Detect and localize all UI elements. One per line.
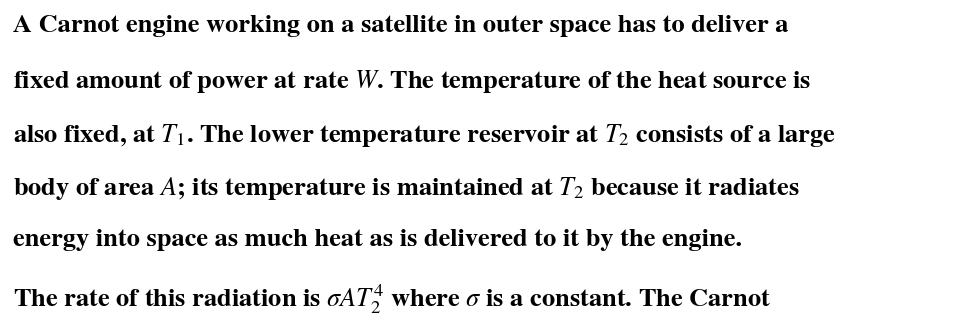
Text: The rate of this radiation is $\sigma AT_2^4$ where $\sigma$ is a constant. The : The rate of this radiation is $\sigma AT… — [13, 282, 771, 315]
Text: body of area $\mathit{A}$; its temperature is maintained at $T_2$ because it rad: body of area $\mathit{A}$; its temperatu… — [13, 175, 799, 202]
Text: energy into space as much heat as is delivered to it by the engine.: energy into space as much heat as is del… — [13, 229, 742, 251]
Text: fixed amount of power at rate $\mathit{W}$. The temperature of the heat source i: fixed amount of power at rate $\mathit{W… — [13, 68, 810, 95]
Text: A Carnot engine working on a satellite in outer space has to deliver a: A Carnot engine working on a satellite i… — [13, 15, 788, 37]
Text: also fixed, at $T_1$. The lower temperature reservoir at $T_2$ consists of a lar: also fixed, at $T_1$. The lower temperat… — [13, 122, 836, 149]
